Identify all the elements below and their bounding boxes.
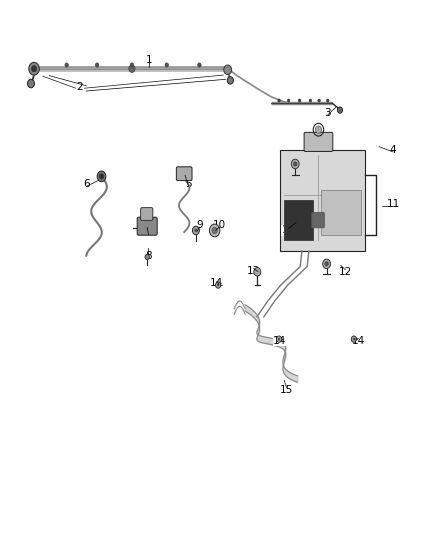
Circle shape	[130, 63, 134, 67]
Circle shape	[194, 229, 197, 232]
FancyBboxPatch shape	[280, 150, 365, 251]
Circle shape	[298, 99, 301, 102]
Circle shape	[276, 336, 282, 342]
Circle shape	[95, 63, 99, 67]
Text: 14: 14	[273, 336, 286, 346]
Circle shape	[318, 99, 321, 102]
Circle shape	[291, 159, 299, 169]
Circle shape	[254, 268, 261, 276]
Circle shape	[65, 63, 68, 67]
FancyBboxPatch shape	[284, 200, 313, 240]
Text: 7: 7	[144, 220, 151, 230]
Circle shape	[293, 162, 297, 166]
FancyBboxPatch shape	[321, 190, 361, 236]
Text: 14: 14	[210, 278, 223, 288]
FancyBboxPatch shape	[304, 132, 333, 151]
Circle shape	[227, 77, 233, 84]
Text: 2: 2	[76, 82, 83, 92]
Text: 12: 12	[282, 225, 295, 236]
Circle shape	[28, 79, 35, 88]
FancyBboxPatch shape	[177, 167, 192, 181]
Text: 10: 10	[212, 220, 226, 230]
Circle shape	[224, 65, 232, 75]
Text: 8: 8	[145, 251, 152, 261]
Circle shape	[337, 107, 343, 114]
Text: 3: 3	[325, 108, 331, 118]
Circle shape	[217, 284, 219, 286]
Text: 4: 4	[390, 145, 396, 155]
Circle shape	[145, 254, 149, 260]
Circle shape	[97, 171, 106, 182]
Circle shape	[129, 65, 135, 72]
Circle shape	[278, 99, 280, 102]
Circle shape	[309, 99, 312, 102]
Circle shape	[212, 227, 217, 233]
Text: 6: 6	[83, 179, 89, 189]
FancyBboxPatch shape	[312, 213, 324, 228]
Text: 12: 12	[339, 267, 352, 277]
Text: 5: 5	[185, 179, 192, 189]
Circle shape	[325, 262, 328, 266]
Circle shape	[99, 174, 104, 179]
Circle shape	[326, 99, 329, 102]
Circle shape	[215, 282, 221, 288]
Circle shape	[209, 224, 220, 237]
Text: 11: 11	[386, 199, 400, 209]
Circle shape	[198, 63, 201, 67]
Text: 9: 9	[196, 220, 203, 230]
Text: 13: 13	[247, 266, 261, 276]
Circle shape	[323, 259, 331, 269]
Circle shape	[32, 66, 37, 72]
Circle shape	[353, 338, 355, 340]
Circle shape	[165, 63, 169, 67]
Circle shape	[287, 99, 290, 102]
Text: 14: 14	[352, 336, 365, 346]
FancyBboxPatch shape	[137, 217, 157, 235]
Circle shape	[192, 226, 199, 235]
Circle shape	[315, 126, 321, 133]
Circle shape	[351, 336, 357, 342]
Text: 1: 1	[146, 55, 153, 64]
Circle shape	[29, 62, 39, 75]
Circle shape	[278, 338, 280, 340]
Text: 15: 15	[280, 384, 293, 394]
FancyBboxPatch shape	[141, 208, 153, 220]
